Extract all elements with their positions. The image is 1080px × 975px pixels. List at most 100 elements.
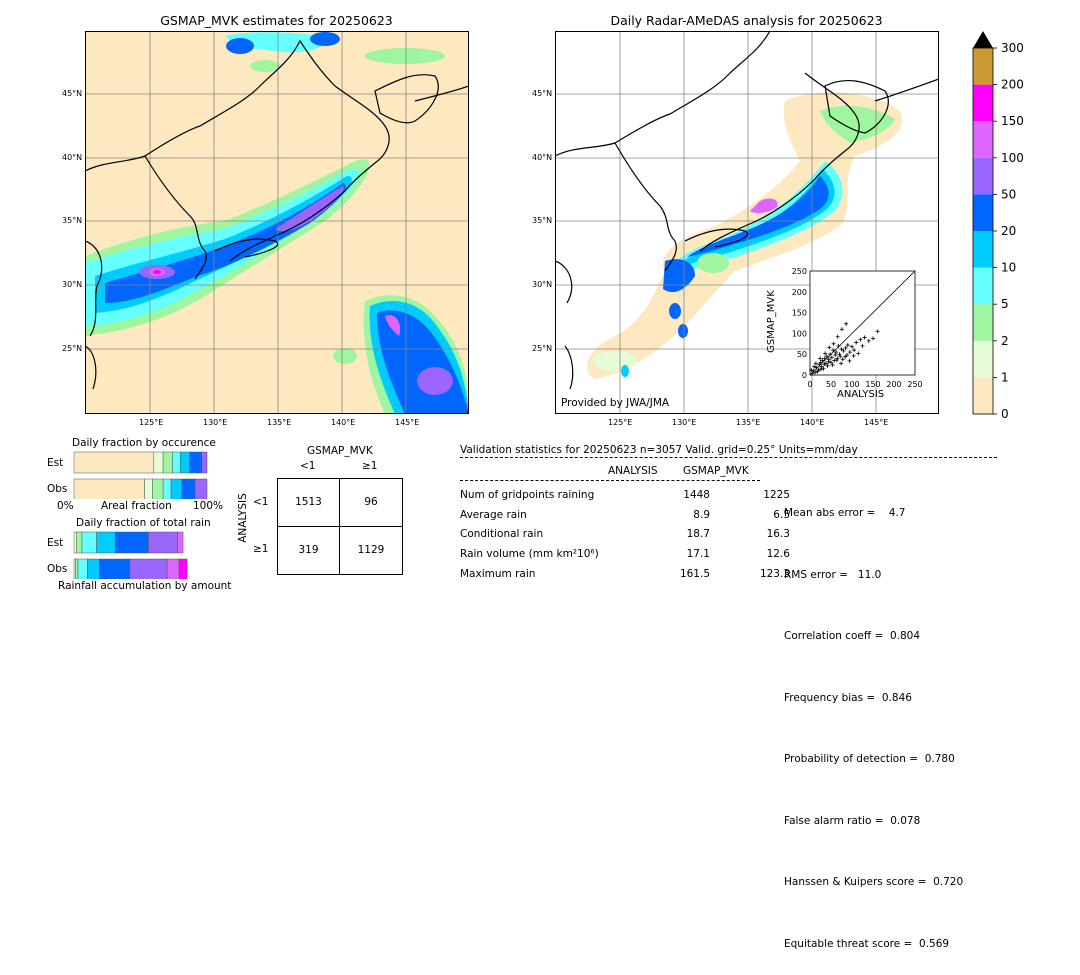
table-row: Rain volume (mm km²10⁶) 17.1 12.6 — [460, 548, 790, 561]
stats-divider — [460, 480, 760, 481]
lat-label: 25°N — [532, 344, 553, 353]
fraction-segment — [189, 451, 202, 474]
one-to-one-line — [809, 270, 916, 376]
colorbar-label: 300 — [1001, 41, 1024, 55]
scatter-point — [851, 353, 856, 358]
lat-label: 35°N — [62, 216, 83, 225]
scatter-xtick: 150 — [865, 380, 880, 389]
scatter-point — [862, 335, 867, 340]
colorbar-label: 150 — [1001, 114, 1024, 128]
lon-label: 130°E — [672, 418, 697, 427]
lat-label: 40°N — [532, 153, 553, 162]
lon-label: 140°E — [331, 418, 356, 427]
colorbar-label: 0 — [1001, 407, 1009, 420]
scatter-point — [841, 348, 846, 353]
occurrence-title: Daily fraction by occurence — [72, 437, 216, 449]
scatter-point — [838, 354, 843, 359]
fraction-segment — [73, 451, 155, 474]
fraction-segment — [172, 451, 181, 474]
scatter-xtick: 200 — [886, 380, 901, 389]
scatter-xtick: 250 — [907, 380, 922, 389]
scatter-point — [850, 344, 854, 349]
lon-label: 145°E — [395, 418, 420, 427]
occurrence-est-label: Est — [47, 457, 64, 469]
colorbar-segment — [973, 377, 993, 414]
colorbar-segment — [973, 340, 993, 378]
scatter-point — [856, 351, 861, 356]
colorbar-label: 5 — [1001, 297, 1009, 311]
colorbar-label: 100 — [1001, 151, 1024, 165]
fraction-segment — [73, 478, 145, 499]
gsmap-estimate-map — [85, 31, 469, 414]
graticule — [85, 31, 469, 414]
scatter-inset: 0 50 100 150 200 250 0 50 100 150 200 250 — [792, 267, 923, 389]
table-row: Average rain 8.9 6.5 — [460, 508, 790, 521]
scatter-point — [860, 343, 865, 348]
lat-label: 30°N — [532, 280, 553, 289]
fraction-segment — [129, 558, 168, 579]
occurrence-obs-label: Obs — [47, 483, 68, 495]
contingency-col-lt: <1 — [300, 460, 316, 472]
colorbar-segment — [973, 304, 993, 341]
scatter-point — [871, 336, 875, 341]
fraction-segment — [177, 531, 184, 554]
lat-label: 45°N — [62, 89, 83, 98]
fraction-segment — [81, 531, 97, 554]
scatter-ytick: 100 — [792, 329, 807, 338]
fraction-segment — [180, 451, 190, 474]
right-map-title: Daily Radar-AMeDAS analysis for 20250623 — [610, 13, 883, 28]
fraction-segment — [162, 451, 173, 474]
credit-text: Provided by JWA/JMA — [561, 397, 670, 409]
scatter-point — [823, 351, 828, 356]
colorbar-label: 1 — [1001, 370, 1009, 384]
fraction-segment — [148, 531, 178, 554]
score-item: False alarm ratio = 0.078 — [784, 814, 921, 827]
scatter-point — [835, 334, 840, 339]
fraction-segment — [153, 451, 164, 474]
cell-miss: 319 — [298, 544, 319, 556]
cell-hit: 1129 — [357, 544, 385, 556]
scatter-xtick: 50 — [826, 380, 836, 389]
fraction-segment — [96, 531, 116, 554]
scatter-point — [866, 338, 871, 343]
colorbar: 0 1 2 5 10 20 50 100 150 200 300 — [972, 31, 1024, 420]
lat-label: 35°N — [532, 216, 553, 225]
scatter-point — [818, 367, 823, 372]
lat-label: 45°N — [532, 89, 553, 98]
scatter-point — [809, 368, 814, 373]
fraction-segment — [114, 531, 149, 554]
table-row: Maximum rain 161.5 123.3 — [460, 568, 790, 581]
fraction-segment — [194, 478, 208, 499]
scatter-point — [839, 347, 844, 352]
colorbar-label: 10 — [1001, 261, 1016, 275]
scatter-point — [832, 358, 837, 363]
colorbar-segment — [973, 194, 993, 231]
table-row: Num of gridpoints raining 1448 1225 — [460, 488, 790, 501]
colorbar-label: 20 — [1001, 224, 1016, 238]
validation-divider — [460, 457, 997, 458]
scatter-point — [847, 350, 852, 355]
validation-table: Num of gridpoints raining 1448 1225 Averag… — [460, 485, 790, 584]
occurrence-bar-chart — [73, 451, 208, 499]
scatter-point — [839, 361, 844, 366]
scatter-point — [834, 350, 839, 355]
scatter-point — [830, 363, 835, 368]
colorbar-segment — [973, 157, 993, 195]
cell-hits-none: 1513 — [295, 496, 322, 508]
scatter-point — [847, 358, 852, 363]
rain-field — [85, 32, 469, 414]
coastline — [555, 31, 939, 390]
cell-false-alarm: 96 — [364, 496, 378, 508]
colorbar-label: 200 — [1001, 78, 1024, 92]
scatter-xtick: 100 — [844, 380, 859, 389]
score-item: Equitable threat score = 0.569 — [784, 937, 950, 950]
total-rain-title: Daily fraction of total rain — [76, 517, 211, 529]
scatter-ylabel: GSMAP_MVK — [765, 290, 777, 353]
scatter-point — [845, 343, 850, 348]
lon-label: 145°E — [864, 418, 889, 427]
fraction-segment — [75, 558, 79, 579]
scatter-point — [822, 362, 827, 367]
scatter-ytick: 200 — [792, 288, 807, 297]
score-item: RMS error = 11.0 — [784, 568, 882, 581]
scatter-point — [813, 361, 818, 366]
